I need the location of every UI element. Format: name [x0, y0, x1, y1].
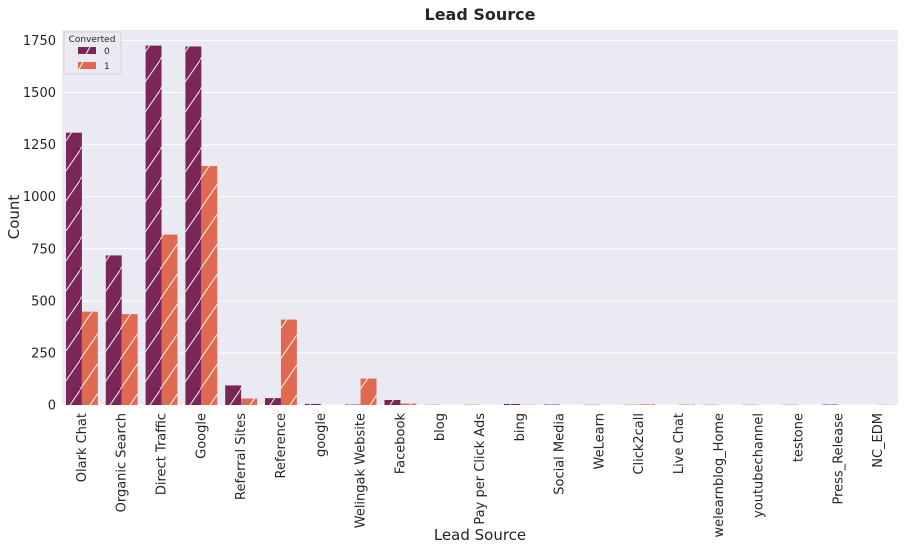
bars [65, 45, 895, 406]
bar-hatch [121, 314, 138, 405]
y-tick-label: 250 [31, 346, 56, 361]
x-tick-label: Direct Traffic [155, 413, 170, 495]
bar-hatch [185, 46, 202, 405]
y-axis-ticks: 0 250 500 750 1000 1250 1500 1750 [23, 34, 56, 414]
bar-hatch [145, 45, 162, 405]
bar-hatch [304, 403, 321, 405]
x-tick-label: Facebook [393, 413, 408, 475]
legend: Converted 0 1 [63, 31, 122, 75]
x-tick-label: Press_Release [831, 413, 846, 505]
bar-hatch [225, 385, 242, 405]
x-tick-label: bing [513, 413, 528, 441]
x-tick-label: testone [791, 413, 806, 462]
y-tick-label: 500 [31, 294, 56, 309]
legend-title: Converted [69, 35, 116, 45]
x-tick-label: Live Chat [672, 413, 687, 474]
bar-hatch [360, 378, 377, 405]
bar-hatch [265, 398, 281, 405]
legend-swatch-0 [78, 47, 96, 54]
y-tick-label: 0 [48, 399, 56, 414]
x-tick-label: Olark Chat [75, 413, 90, 482]
x-axis-label: Lead Source [434, 526, 526, 544]
x-tick-label: Pay per Click Ads [473, 413, 488, 525]
x-tick-label: Reference [274, 413, 289, 478]
x-tick-label: Referral Sites [234, 413, 249, 500]
x-tick-label: Welingak Website [354, 413, 369, 528]
x-axis-ticks: Olark Chat Organic Search Direct Traffic Go… [75, 413, 886, 538]
x-tick-label: Social Media [553, 413, 568, 495]
y-axis-label: Count [5, 195, 23, 240]
bar-hatch [280, 319, 297, 405]
y-tick-label: 1000 [23, 190, 56, 205]
y-tick-label: 1750 [23, 34, 56, 49]
legend-swatch-1-hatch [78, 61, 84, 70]
x-tick-label: Click2call [632, 413, 647, 475]
bar-hatch [81, 311, 98, 405]
bar-hatch [400, 403, 417, 405]
bar-hatch [105, 255, 122, 405]
legend-swatch-1 [78, 62, 96, 69]
y-tick-label: 1250 [23, 138, 56, 153]
legend-label-0: 0 [104, 47, 110, 57]
x-tick-label: NC_EDM [871, 413, 886, 468]
y-tick-label: 1500 [23, 86, 56, 101]
bar-hatch [384, 400, 401, 405]
bar-hatch [65, 132, 82, 406]
bar-hatch [503, 403, 520, 405]
x-tick-label: WeLearn [592, 413, 607, 469]
y-tick-label: 750 [31, 242, 56, 257]
x-tick-label: Google [194, 413, 209, 459]
x-tick-label: blog [433, 413, 448, 441]
x-tick-label: youtubechannel [752, 413, 767, 518]
chart-title: Lead Source [425, 5, 536, 24]
bar-hatch [241, 398, 258, 405]
bar-hatch [639, 404, 656, 405]
bar-hatch [201, 166, 218, 405]
legend-label-1: 1 [104, 62, 110, 72]
x-tick-label: google [314, 413, 329, 457]
bar-hatch [161, 234, 178, 405]
x-tick-label: Organic Search [115, 413, 130, 512]
x-tick-label: welearnblog_Home [712, 413, 727, 538]
legend-swatch-0-hatch [85, 46, 91, 55]
